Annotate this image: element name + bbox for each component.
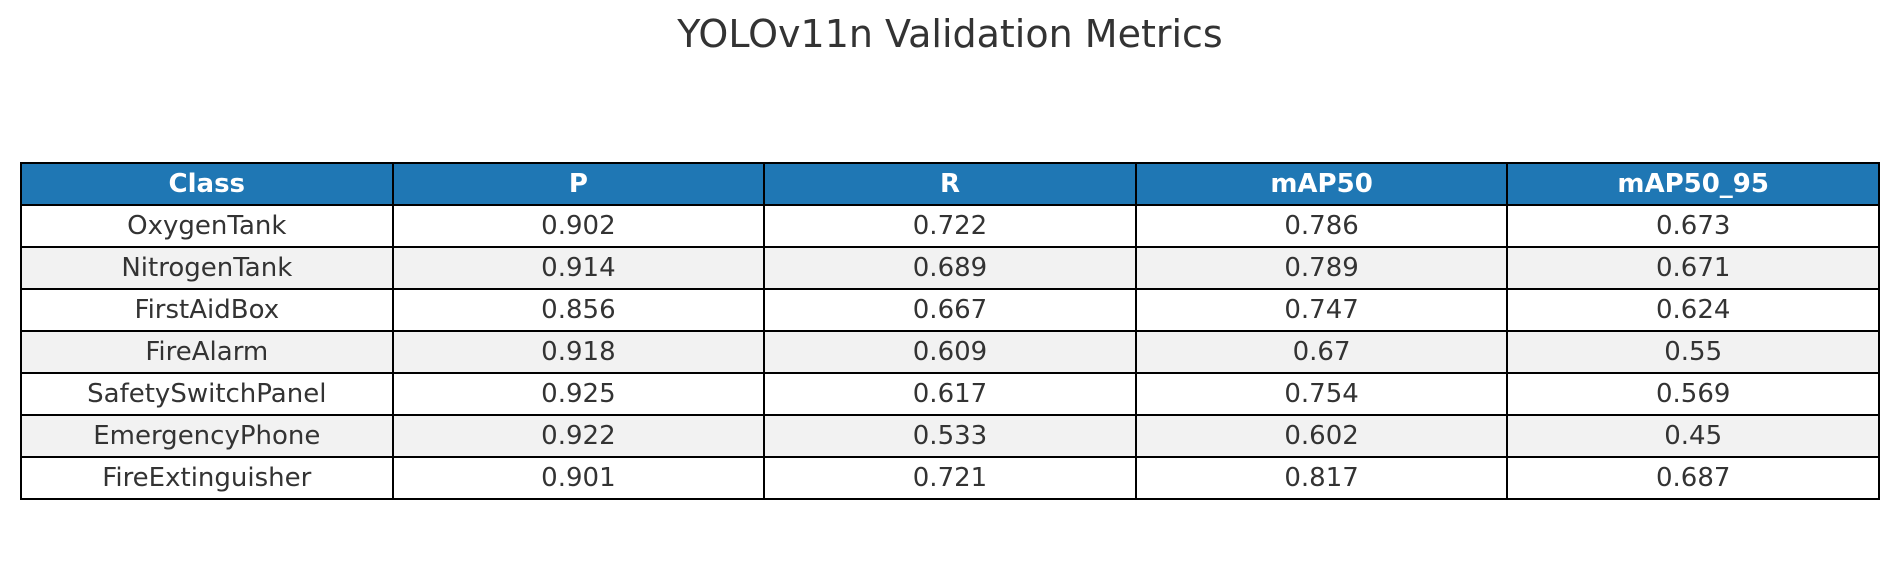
metric-cell: 0.687 — [1506, 456, 1880, 500]
metric-cell: 0.67 — [1134, 330, 1509, 374]
class-name-cell: NitrogenTank — [20, 246, 394, 290]
metric-cell: 0.624 — [1506, 288, 1880, 332]
metric-cell: 0.747 — [1134, 288, 1509, 332]
metric-cell: 0.602 — [1134, 414, 1509, 458]
metric-cell: 0.754 — [1134, 372, 1509, 416]
class-name-cell: FirstAidBox — [20, 288, 394, 332]
metric-cell: 0.55 — [1506, 330, 1880, 374]
metric-cell: 0.569 — [1506, 372, 1880, 416]
metric-cell: 0.817 — [1134, 456, 1509, 500]
metric-cell: 0.671 — [1506, 246, 1880, 290]
column-header: Class — [20, 162, 394, 206]
metric-cell: 0.617 — [763, 372, 1137, 416]
column-header: mAP50_95 — [1506, 162, 1880, 206]
metric-cell: 0.914 — [391, 246, 766, 290]
metric-cell: 0.789 — [1134, 246, 1509, 290]
metric-cell: 0.45 — [1506, 414, 1880, 458]
metric-cell: 0.609 — [763, 330, 1137, 374]
table-row: SafetySwitchPanel 0.925 0.617 0.754 0.569 — [20, 372, 1880, 416]
column-header: mAP50 — [1134, 162, 1509, 206]
table-row: EmergencyPhone 0.922 0.533 0.602 0.45 — [20, 414, 1880, 458]
class-name-cell: FireAlarm — [20, 330, 394, 374]
table-row: FirstAidBox 0.856 0.667 0.747 0.624 — [20, 288, 1880, 332]
chart-title: YOLOv11n Validation Metrics — [677, 12, 1223, 56]
metric-cell: 0.918 — [391, 330, 766, 374]
metric-cell: 0.673 — [1506, 204, 1880, 248]
metric-cell: 0.925 — [391, 372, 766, 416]
class-name-cell: EmergencyPhone — [20, 414, 394, 458]
table-body: OxygenTank 0.902 0.722 0.786 0.673 NitrogenTa… — [20, 204, 1880, 500]
table-row: NitrogenTank 0.914 0.689 0.789 0.671 — [20, 246, 1880, 290]
metric-cell: 0.667 — [763, 288, 1137, 332]
metric-cell: 0.721 — [763, 456, 1137, 500]
metric-cell: 0.722 — [763, 204, 1137, 248]
metric-cell: 0.689 — [763, 246, 1137, 290]
table-row: FireAlarm 0.918 0.609 0.67 0.55 — [20, 330, 1880, 374]
metric-cell: 0.786 — [1134, 204, 1509, 248]
column-header: P — [391, 162, 766, 206]
metric-cell: 0.533 — [763, 414, 1137, 458]
class-name-cell: SafetySwitchPanel — [20, 372, 394, 416]
metric-cell: 0.856 — [391, 288, 766, 332]
table-row: OxygenTank 0.902 0.722 0.786 0.673 — [20, 204, 1880, 248]
class-name-cell: OxygenTank — [20, 204, 394, 248]
table-row: FireExtinguisher 0.901 0.721 0.817 0.687 — [20, 456, 1880, 500]
metric-cell: 0.901 — [391, 456, 766, 500]
column-header: R — [763, 162, 1137, 206]
class-name-cell: FireExtinguisher — [20, 456, 394, 500]
metric-cell: 0.902 — [391, 204, 766, 248]
metric-cell: 0.922 — [391, 414, 766, 458]
